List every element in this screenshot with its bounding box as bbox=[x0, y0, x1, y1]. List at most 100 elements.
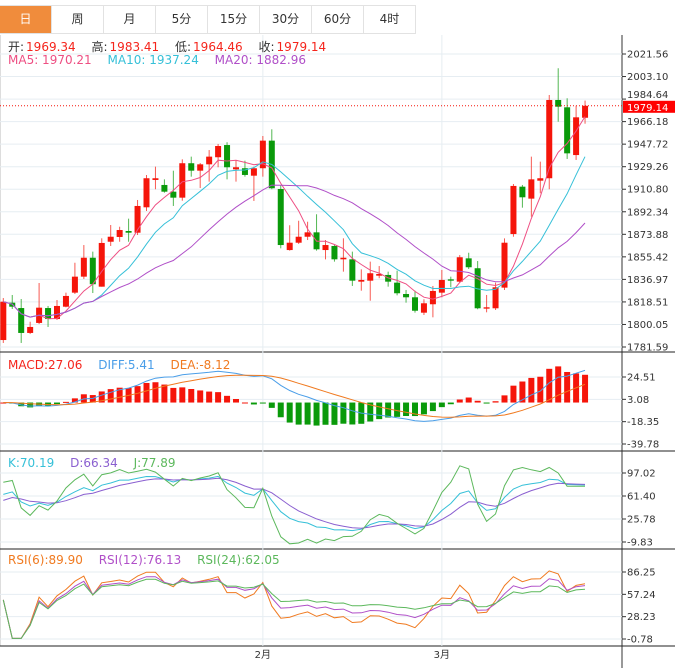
macd-bar bbox=[420, 402, 427, 415]
ma5-value: MA5: 1970.21 bbox=[8, 53, 92, 67]
candle-body bbox=[394, 282, 401, 294]
candle bbox=[322, 240, 329, 260]
candle-body bbox=[250, 168, 257, 176]
macd-header: MACD:27.06 DIFF:5.41 DEA:-8.12 bbox=[8, 358, 232, 372]
macd-bar bbox=[161, 384, 168, 403]
candle bbox=[510, 183, 517, 237]
candle bbox=[206, 150, 213, 182]
j-line bbox=[3, 465, 585, 545]
candle-body bbox=[492, 287, 499, 309]
macd-bar bbox=[107, 389, 114, 403]
macd-bar bbox=[564, 371, 571, 403]
macd-bar bbox=[492, 401, 499, 403]
candle bbox=[62, 292, 69, 308]
dea-line bbox=[3, 374, 586, 418]
macd-bar bbox=[179, 387, 186, 403]
candle-body bbox=[295, 236, 302, 243]
main-tick-label: 2021.56 bbox=[627, 50, 668, 61]
macd-bar bbox=[438, 402, 445, 408]
candle-body bbox=[322, 245, 329, 251]
candle bbox=[528, 156, 535, 217]
main-tick-label: 1947.72 bbox=[627, 140, 668, 151]
rsi-header: RSI(6):89.90 RSI(12):76.13 RSI(24):62.05 bbox=[8, 553, 282, 567]
candle-body bbox=[224, 145, 231, 168]
candle-body bbox=[89, 257, 96, 285]
macd-bar bbox=[403, 402, 410, 417]
period-tabs: 日 周 月 5分 15分 30分 60分 4时 bbox=[0, 5, 416, 34]
last-price-badge bbox=[623, 100, 675, 113]
main-tick-label: 1984.64 bbox=[627, 90, 668, 101]
tab-week[interactable]: 周 bbox=[52, 6, 104, 33]
tab-60min[interactable]: 60分 bbox=[312, 6, 364, 33]
macd-bar bbox=[483, 402, 490, 404]
candle bbox=[188, 156, 195, 177]
macd-bar bbox=[555, 366, 562, 403]
tab-30min[interactable]: 30分 bbox=[260, 6, 312, 33]
candle bbox=[54, 299, 60, 321]
d-value: D:66.34 bbox=[70, 456, 118, 470]
candle bbox=[394, 270, 401, 296]
candle bbox=[403, 289, 410, 303]
main-tick-label: 1855.42 bbox=[627, 252, 668, 263]
macd-bar bbox=[134, 386, 141, 403]
macd-bar bbox=[62, 401, 69, 403]
d-line bbox=[3, 477, 586, 529]
macd-bar bbox=[188, 389, 195, 403]
close-label: 收: bbox=[258, 40, 275, 54]
main-tick-label: 1800.05 bbox=[627, 320, 668, 331]
candle bbox=[447, 276, 454, 288]
candle bbox=[331, 245, 338, 262]
candle-body bbox=[376, 273, 383, 276]
candle-body bbox=[152, 178, 159, 180]
candle bbox=[286, 225, 293, 251]
candle bbox=[483, 294, 490, 313]
macd-bar bbox=[322, 402, 329, 425]
rsi12-value: RSI(12):76.13 bbox=[98, 553, 182, 567]
candle-body bbox=[358, 279, 365, 282]
macd-bar bbox=[537, 376, 544, 403]
candle bbox=[573, 105, 580, 160]
ma5-line bbox=[3, 116, 586, 320]
macd-bar bbox=[54, 402, 60, 405]
macd-bar bbox=[501, 395, 508, 403]
candle-body bbox=[483, 307, 490, 309]
macd-tick-label: 24.51 bbox=[627, 373, 656, 384]
candle-body bbox=[286, 242, 293, 251]
candle bbox=[313, 214, 320, 251]
macd-tick-label: -39.78 bbox=[627, 440, 659, 451]
candle bbox=[295, 220, 302, 244]
tab-4hour[interactable]: 4时 bbox=[364, 6, 416, 33]
candle-body bbox=[161, 184, 168, 192]
rsi12-line bbox=[2, 576, 586, 639]
macd-bar bbox=[116, 387, 123, 403]
tab-month[interactable]: 月 bbox=[104, 6, 156, 33]
rsi-tick-label: 57.24 bbox=[627, 590, 656, 601]
kdj-tick-label: 97.02 bbox=[627, 469, 656, 480]
candle-body bbox=[304, 232, 311, 237]
rsi-tick-label: 86.25 bbox=[627, 568, 656, 579]
candle bbox=[152, 166, 159, 190]
tab-15min[interactable]: 15分 bbox=[208, 6, 260, 33]
macd-bar bbox=[0, 402, 7, 404]
candle-body bbox=[331, 246, 338, 260]
macd-bar bbox=[447, 402, 454, 405]
main-tick-label: 1929.26 bbox=[627, 162, 668, 173]
tab-day[interactable]: 日 bbox=[0, 6, 52, 33]
macd-bar bbox=[313, 402, 320, 426]
rsi6-value: RSI(6):89.90 bbox=[8, 553, 83, 567]
tab-5min[interactable]: 5分 bbox=[156, 6, 208, 33]
candle bbox=[36, 283, 43, 325]
candle bbox=[492, 282, 499, 310]
candle-body bbox=[519, 186, 526, 198]
candle-body bbox=[54, 305, 60, 320]
macd-bar bbox=[465, 397, 472, 403]
ma10-value: MA10: 1937.24 bbox=[107, 53, 199, 67]
rsi24-value: RSI(24):62.05 bbox=[197, 553, 280, 567]
close-value: 1979.14 bbox=[276, 40, 327, 54]
candle bbox=[107, 225, 114, 247]
macd-bar bbox=[429, 402, 436, 412]
candle bbox=[143, 174, 150, 211]
candle-body bbox=[215, 146, 222, 158]
kdj-tick-label: -9.83 bbox=[627, 538, 653, 549]
